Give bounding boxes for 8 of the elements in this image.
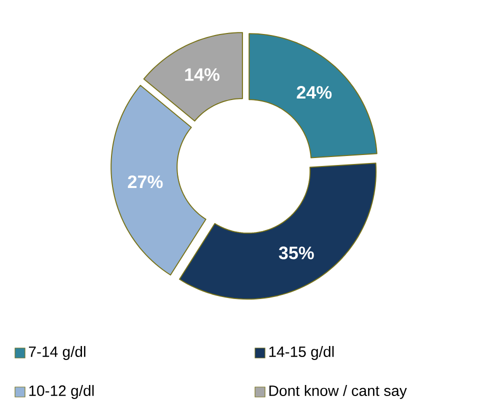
data-label: 14% [185,68,220,81]
legend-label: 7-14 g/dl [28,346,86,360]
data-label: 27% [128,175,163,188]
legend-label: 14-15 g/dl [269,346,334,360]
data-label: 35% [278,246,314,260]
legend-label: Dont know / cant say [269,385,407,399]
data-label: 24% [296,86,332,99]
legend-label: 10-12 g/dl [29,385,94,399]
